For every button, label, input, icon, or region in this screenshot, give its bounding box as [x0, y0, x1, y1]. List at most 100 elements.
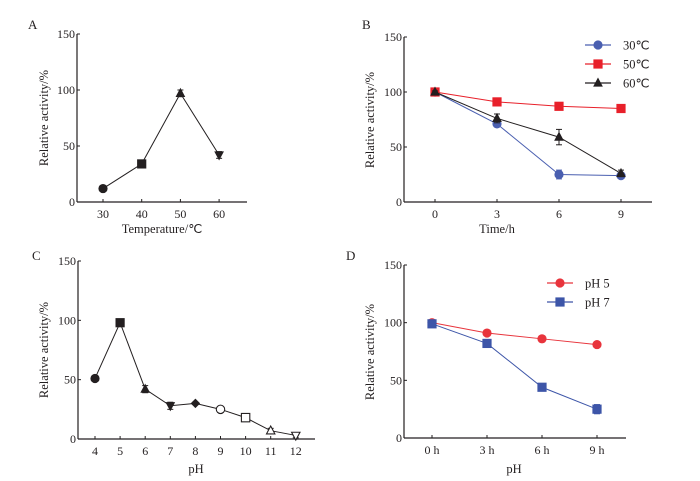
- x-axis-title: pH: [506, 462, 521, 476]
- plot-area: 0 50 100 150 0 h 3 h 6 h 9 h pH 5 pH 7: [384, 258, 626, 457]
- panel-c: C Relative activity/% pH 0 50 100 150 4 5 6 7 8 9…: [32, 248, 315, 476]
- legend-marker: [555, 278, 565, 288]
- series-50-: [430, 87, 626, 114]
- x-tick-label: 6: [142, 444, 148, 458]
- data-point: [616, 167, 626, 178]
- data-point: [98, 183, 108, 194]
- legend: 30℃ 50℃ 60℃: [585, 39, 650, 91]
- series-activity: [90, 318, 301, 442]
- plot-area: 0 50 100 150 0 3 6 9 30℃ 50℃ 60℃: [384, 30, 652, 221]
- data-point: [554, 131, 564, 141]
- x-tick-label: 9: [618, 207, 624, 221]
- x-tick-label: 30: [97, 207, 109, 221]
- data-point: [165, 402, 176, 412]
- legend-marker: [593, 40, 603, 50]
- x-axis-title: pH: [188, 462, 203, 476]
- y-tick-label: 100: [58, 313, 76, 327]
- data-point: [90, 373, 100, 384]
- x-tick-label: 5: [117, 444, 123, 458]
- x-tick-label: 6 h: [535, 443, 550, 457]
- series-line: [434, 91, 622, 177]
- data-point: [215, 404, 226, 415]
- legend-marker: [593, 59, 603, 69]
- series-ph-5: [427, 318, 602, 350]
- series-line: [431, 323, 598, 410]
- data-point: [427, 319, 437, 329]
- x-tick-label: 3 h: [480, 443, 495, 457]
- legend-label: pH 5: [585, 277, 610, 291]
- x-tick-label: 11: [265, 444, 277, 458]
- data-point: [492, 112, 502, 122]
- plot-area: 0 50 100 150 30 40 50 60: [57, 27, 247, 221]
- data-point: [537, 382, 547, 392]
- y-tick-label: 100: [57, 83, 75, 97]
- legend-item: 60℃: [585, 77, 650, 91]
- data-point: [430, 86, 440, 96]
- panel-label: A: [28, 17, 38, 32]
- y-axis-title: Relative activity/%: [363, 304, 377, 400]
- data-point: [115, 318, 125, 328]
- legend-item: pH 7: [547, 296, 610, 310]
- x-tick-label: 4: [92, 444, 98, 458]
- data-point: [482, 328, 492, 338]
- panel-label: D: [346, 248, 355, 263]
- series-ph-7: [427, 319, 602, 415]
- legend-label: 60℃: [623, 77, 650, 91]
- series-30-: [430, 87, 626, 181]
- x-tick-label: 7: [167, 444, 173, 458]
- x-axis-title: Temperature/℃: [122, 222, 203, 236]
- y-tick-label: 150: [384, 258, 402, 272]
- x-tick-label: 10: [240, 444, 252, 458]
- y-axis-title: Relative activity/%: [37, 302, 51, 398]
- x-tick-label: 60: [213, 207, 225, 221]
- x-tick-label: 9 h: [590, 443, 605, 457]
- y-tick-label: 0: [69, 195, 75, 209]
- y-axis-title: Relative activity/%: [363, 72, 377, 168]
- legend-item: 50℃: [585, 58, 650, 72]
- y-tick-label: 50: [63, 139, 75, 153]
- y-tick-label: 100: [384, 85, 402, 99]
- data-point: [537, 334, 547, 344]
- y-tick-label: 0: [396, 195, 402, 209]
- legend-marker: [593, 77, 603, 87]
- panel-b: B Relative activity/% Time/h 0 50 100 150 0 3…: [362, 17, 652, 236]
- y-tick-label: 50: [64, 373, 76, 387]
- x-tick-label: 3: [494, 207, 500, 221]
- data-point: [240, 412, 251, 423]
- legend-label: pH 7: [585, 296, 610, 310]
- data-point: [137, 159, 147, 169]
- x-tick-label: 40: [136, 207, 148, 221]
- panel-d: D Relative activity/% pH 0 50 100 150 0 h 3 h…: [346, 248, 626, 476]
- series-line: [434, 91, 622, 109]
- y-tick-label: 50: [390, 140, 402, 154]
- legend-label: 30℃: [623, 39, 650, 53]
- data-point: [592, 404, 602, 414]
- x-tick-label: 12: [290, 444, 302, 458]
- x-tick-label: 50: [174, 207, 186, 221]
- series-60-: [430, 86, 626, 178]
- data-point: [616, 103, 626, 114]
- data-point: [214, 151, 224, 161]
- panel-label: C: [32, 248, 41, 263]
- data-point: [482, 338, 492, 349]
- legend: pH 5 pH 7: [547, 277, 610, 310]
- plot-area: 0 50 100 150 4 5 6 7 8 9 10 11 12: [58, 254, 315, 458]
- data-point: [290, 431, 301, 442]
- legend-label: 50℃: [623, 58, 650, 72]
- y-tick-label: 0: [70, 432, 76, 446]
- series-line: [102, 92, 220, 189]
- x-axis-title: Time/h: [479, 222, 515, 236]
- x-tick-label: 0 h: [425, 443, 440, 457]
- x-tick-label: 8: [192, 444, 198, 458]
- data-point: [140, 383, 151, 393]
- data-point: [592, 339, 602, 350]
- data-point: [265, 424, 276, 435]
- series-line: [431, 322, 598, 346]
- legend-item: 30℃: [585, 39, 650, 53]
- series-line: [434, 91, 622, 174]
- x-tick-label: 0: [432, 207, 438, 221]
- y-tick-label: 0: [396, 431, 402, 445]
- series-line: [94, 321, 296, 436]
- y-tick-label: 150: [384, 30, 402, 44]
